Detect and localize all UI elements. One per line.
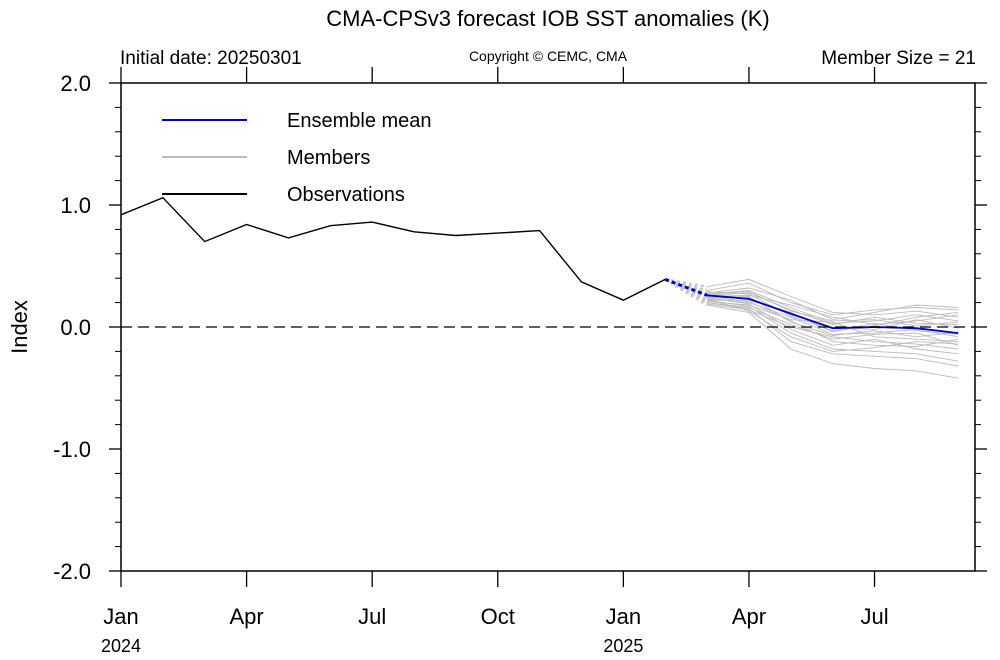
x-tick-label: Apr [732,604,766,629]
x-tick-label: Jul [860,604,888,629]
member-line [707,303,959,350]
member-line [707,289,959,324]
x-tick-label: Jan [606,604,641,629]
member-line [707,291,959,332]
member-line [707,297,959,355]
connector-layer [664,278,708,307]
x-year-label: 2024 [101,636,141,656]
x-tick-label: Jul [358,604,386,629]
copyright-label: Copyright © CEMC, CMA [469,48,628,64]
y-tick-label: -1.0 [53,437,91,462]
member-line [707,302,959,346]
member-line [707,299,959,335]
member-line [707,298,959,338]
y-tick-label: -2.0 [53,559,91,584]
member-line [707,291,959,327]
initial-date-label: Initial date: 20250301 [120,48,302,69]
member-line [707,302,959,367]
member-line [707,299,959,362]
mean-connector [664,278,708,297]
x-tick-label: Apr [229,604,263,629]
member-line [707,294,959,338]
member-line [707,282,959,316]
x-tick-label: Oct [481,604,515,629]
y-tick-label: 2.0 [60,71,91,96]
member-line [707,292,959,326]
ticks-layer: 2.0 1.0 0.0 -1.0 -2.0 Jan 2024 Apr Jul Oct Jan 2025… [53,67,987,656]
members-layer [706,278,959,379]
member-line [707,296,959,347]
member-line [707,300,959,343]
member-line [707,278,959,318]
member-line [707,297,959,330]
legend: Ensemble mean Members Observations [162,110,432,206]
member-line [707,304,959,379]
y-axis-label: Index [7,300,32,354]
member-line [707,294,959,326]
ensemble-mean-line [707,294,959,334]
member-line [706,298,959,352]
x-year-label: 2025 [603,636,643,656]
observations-line [120,196,666,301]
legend-label: Members [287,147,370,169]
legend-label: Observations [287,184,405,206]
y-tick-label: 1.0 [60,193,91,218]
member-line [707,287,959,321]
chart-title: CMA-CPSv3 forecast IOB SST anomalies (K) [326,6,769,31]
member-size-label: Member Size = 21 [821,48,976,69]
x-tick-label: Jan [103,604,138,629]
y-tick-label: 0.0 [60,315,91,340]
legend-label: Ensemble mean [287,110,432,132]
